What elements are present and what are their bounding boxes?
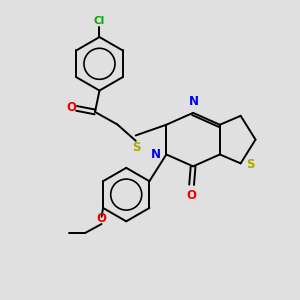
Text: N: N [189, 95, 199, 108]
Text: O: O [97, 212, 106, 226]
Text: O: O [67, 101, 76, 114]
Text: N: N [151, 148, 161, 161]
Text: S: S [132, 141, 141, 154]
Text: S: S [246, 158, 254, 171]
Text: O: O [187, 189, 196, 202]
Text: Cl: Cl [94, 16, 105, 26]
